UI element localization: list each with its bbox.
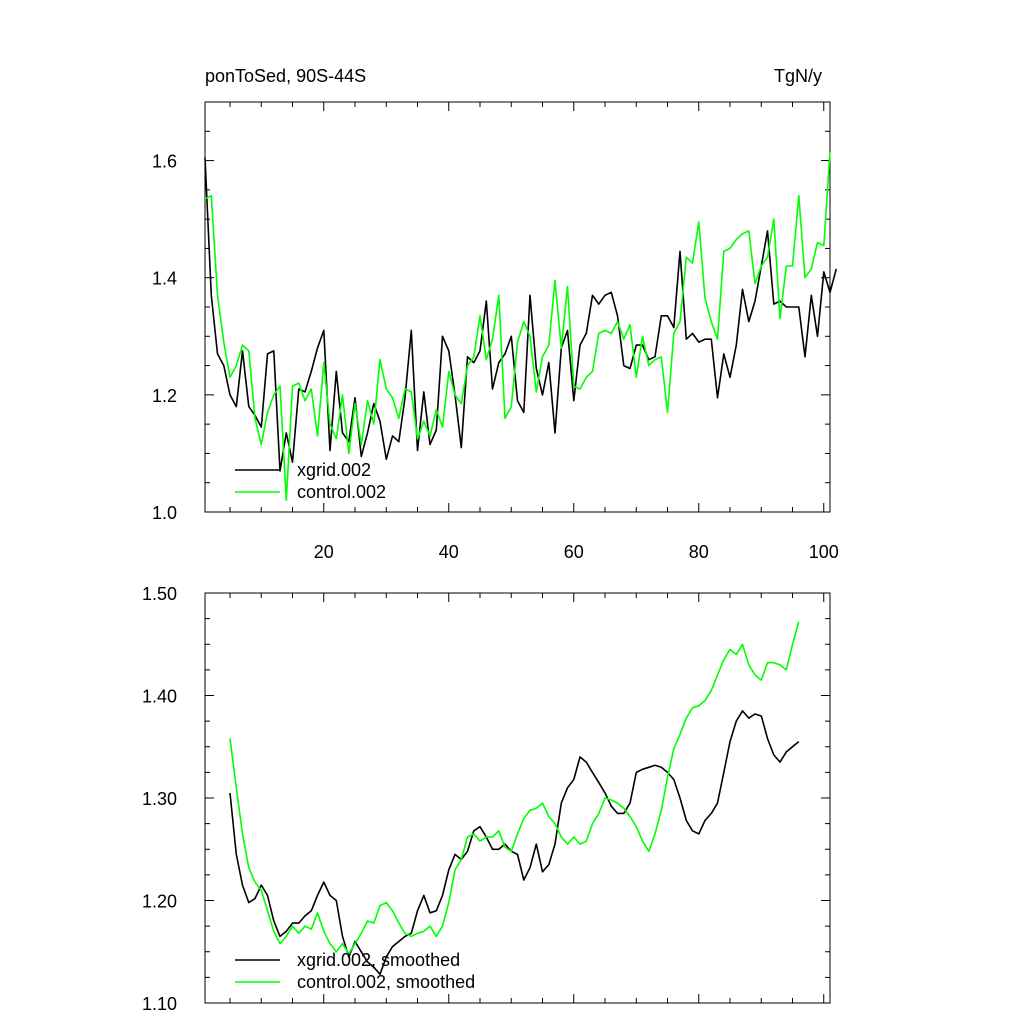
axis-tick-labels: 1.10 1.20 1.30 1.40 1.50 [142,584,177,1014]
legend-label: xgrid.002, smoothed [297,950,460,970]
top-panel: ponToSed, 90S-44S TgN/y 20 40 60 80 100 1.0 1.… [152,66,839,562]
series-lines [229,621,800,976]
series-line-xgrid-002 [204,157,838,472]
x-tick-label: 100 [809,542,839,562]
y-tick-label: 1.0 [152,503,177,523]
chart-title: ponToSed, 90S-44S [205,66,366,86]
y-tick-label: 1.4 [152,269,177,289]
y-tick-label: 1.50 [142,584,177,604]
y-tick-label: 1.2 [152,386,177,406]
y-tick-label: 1.10 [142,994,177,1014]
plot-frame [204,101,831,513]
axis-ticks [205,592,830,1004]
legend-label: control.002 [297,482,386,502]
y-tick-label: 1.20 [142,892,177,912]
y-tick-label: 1.30 [142,789,177,809]
x-tick-label: 40 [439,542,459,562]
series-lines [204,151,838,502]
bottom-panel: 1.10 1.20 1.30 1.40 1.50 xgrid.002, smoothed… [142,584,831,1014]
axis-tick-labels: 20 40 60 80 100 1.0 1.2 1.4 1.6 [152,152,839,562]
x-tick-label: 60 [564,542,584,562]
y-tick-label: 1.40 [142,687,177,707]
x-tick-label: 20 [314,542,334,562]
series-line-control-002 [204,151,831,502]
axis-ticks [205,101,830,513]
units-label: TgN/y [774,66,822,86]
series-line-xgrid-002-smoothed [229,710,800,976]
series-line-control-002-smoothed [229,621,800,955]
x-tick-label: 80 [689,542,709,562]
y-tick-label: 1.6 [152,152,177,172]
legend-label: control.002, smoothed [297,972,475,992]
legend-label: xgrid.002 [297,460,371,480]
